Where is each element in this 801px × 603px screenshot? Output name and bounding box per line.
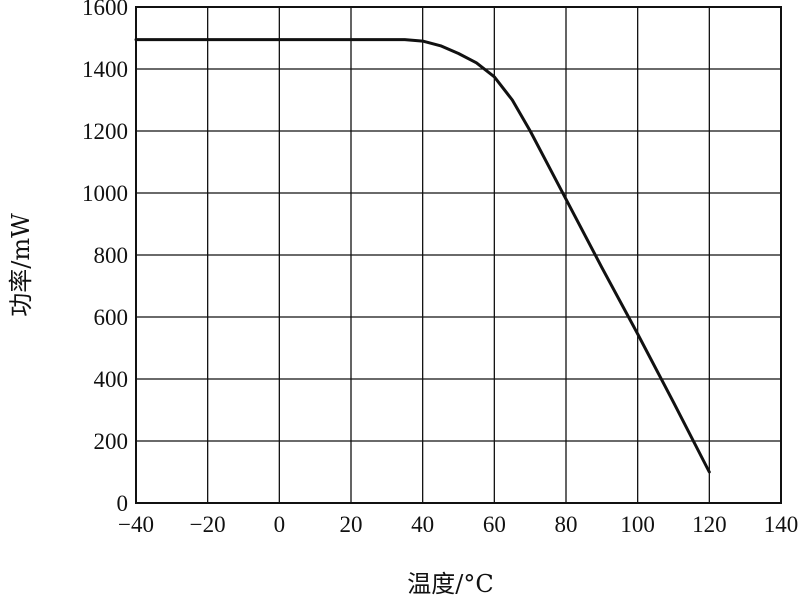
y-tick-label: 1000: [82, 181, 128, 206]
y-tick-label: 800: [94, 243, 129, 268]
y-tick-label: 400: [94, 367, 129, 392]
x-axis-label: 温度/°C: [407, 570, 493, 598]
x-tick-label: 120: [692, 512, 727, 537]
grid: [135, 6, 782, 504]
y-tick-label: 600: [94, 305, 129, 330]
x-tick-label: 140: [764, 512, 799, 537]
x-tick-label: 80: [555, 512, 578, 537]
x-tick-label: 60: [483, 512, 506, 537]
y-tick-label: 1400: [82, 57, 128, 82]
x-tick-label: 40: [411, 512, 434, 537]
y-tick-label: 0: [117, 491, 129, 516]
y-axis-label: 功率/mW: [7, 213, 35, 317]
y-tick-label: 1600: [82, 0, 128, 20]
x-tick-label: −40: [118, 512, 154, 537]
y-tick-label: 200: [94, 429, 129, 454]
x-tick-labels: −40 −20 0 20 40 60 80 100 120 140: [118, 512, 798, 537]
x-tick-label: −20: [190, 512, 226, 537]
y-tick-labels: 0 200 400 600 800 1000 1200 1400 1600: [82, 0, 128, 516]
x-tick-label: 0: [274, 512, 286, 537]
power-curve: [134, 38, 711, 474]
plot-frame: [135, 6, 782, 504]
y-tick-label: 1200: [82, 119, 128, 144]
x-tick-label: 100: [620, 512, 655, 537]
x-tick-label: 20: [340, 512, 363, 537]
